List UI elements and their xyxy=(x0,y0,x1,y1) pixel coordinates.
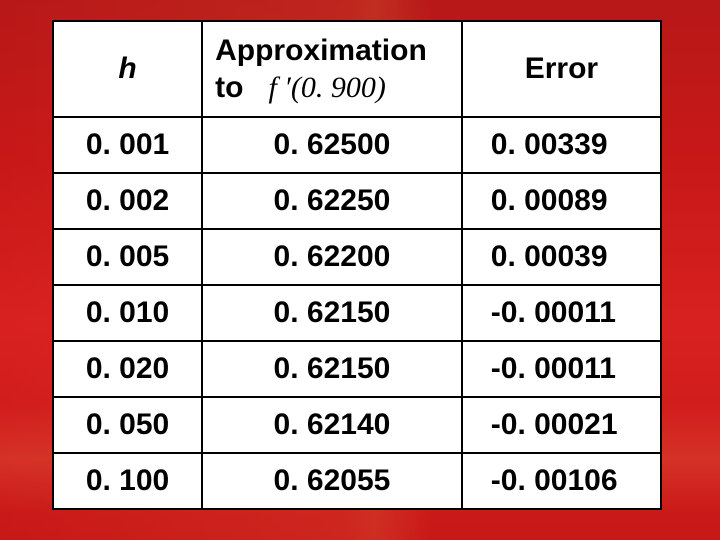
header-approx-line1: Approximation xyxy=(215,34,427,67)
header-approximation: Approximation to f ′(0. 900) xyxy=(202,21,462,117)
cell-error: -0. 00011 xyxy=(462,285,661,341)
header-approx-prefix: to xyxy=(215,71,243,104)
header-h: h xyxy=(53,21,202,117)
table-row: 0. 001 0. 62500 0. 00339 xyxy=(53,117,661,173)
cell-h: 0. 020 xyxy=(53,341,202,397)
cell-h: 0. 002 xyxy=(53,173,202,229)
cell-h: 0. 010 xyxy=(53,285,202,341)
header-fprime: f ′(0. 900) xyxy=(268,71,385,104)
table-body: 0. 001 0. 62500 0. 00339 0. 002 0. 62250… xyxy=(53,117,661,509)
cell-approx: 0. 62150 xyxy=(202,285,462,341)
approximation-table-container: h Approximation to f ′(0. 900) Error 0. … xyxy=(52,20,662,510)
cell-error: -0. 00106 xyxy=(462,453,661,509)
cell-approx: 0. 62250 xyxy=(202,173,462,229)
cell-h: 0. 100 xyxy=(53,453,202,509)
cell-error: -0. 00011 xyxy=(462,341,661,397)
approximation-table: h Approximation to f ′(0. 900) Error 0. … xyxy=(52,20,662,510)
cell-error: 0. 00089 xyxy=(462,173,661,229)
cell-h: 0. 050 xyxy=(53,397,202,453)
cell-h: 0. 001 xyxy=(53,117,202,173)
table-header-row: h Approximation to f ′(0. 900) Error xyxy=(53,21,661,117)
header-error: Error xyxy=(462,21,661,117)
table-row: 0. 100 0. 62055 -0. 00106 xyxy=(53,453,661,509)
cell-error: 0. 00339 xyxy=(462,117,661,173)
cell-approx: 0. 62055 xyxy=(202,453,462,509)
cell-h: 0. 005 xyxy=(53,229,202,285)
table-row: 0. 005 0. 62200 0. 00039 xyxy=(53,229,661,285)
cell-error: 0. 00039 xyxy=(462,229,661,285)
table-row: 0. 002 0. 62250 0. 00089 xyxy=(53,173,661,229)
cell-approx: 0. 62200 xyxy=(202,229,462,285)
table-row: 0. 010 0. 62150 -0. 00011 xyxy=(53,285,661,341)
cell-approx: 0. 62500 xyxy=(202,117,462,173)
cell-error: -0. 00021 xyxy=(462,397,661,453)
table-row: 0. 050 0. 62140 -0. 00021 xyxy=(53,397,661,453)
cell-approx: 0. 62150 xyxy=(202,341,462,397)
table-row: 0. 020 0. 62150 -0. 00011 xyxy=(53,341,661,397)
cell-approx: 0. 62140 xyxy=(202,397,462,453)
